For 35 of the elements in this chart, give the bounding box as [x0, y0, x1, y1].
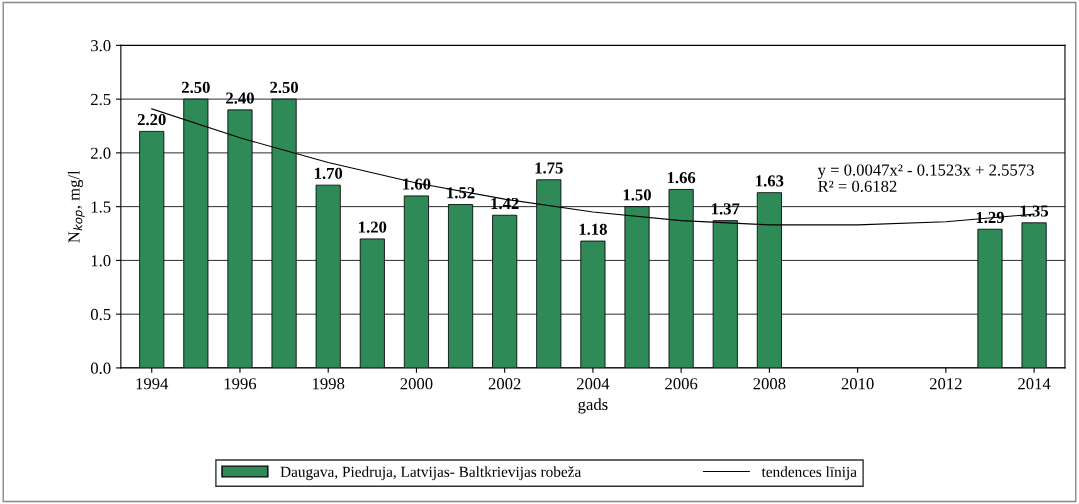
y-tick-label: 0.0 [90, 362, 111, 374]
x-tick-label: 2014 [1018, 378, 1051, 390]
y-tick-label: 2.0 [91, 147, 111, 159]
data-label: 1.50 [623, 189, 651, 201]
x-tick-label: 2004 [576, 378, 610, 390]
x-tick-label: 2002 [488, 378, 521, 390]
x-tick-label: 1996 [224, 378, 257, 390]
data-label: 2.40 [226, 92, 254, 104]
y-tick-label: 1.5 [91, 201, 111, 213]
x-tick-label: 1998 [313, 378, 345, 390]
annotation: y = 0.0047x² - 0.1523x + 2.5573 R² = 0.6182 [817, 164, 1034, 193]
y-tick-label: 3.0 [91, 40, 111, 52]
data-label: 1.63 [756, 175, 784, 187]
y-tick-label: 2.5 [91, 93, 111, 106]
data-label: 2.50 [270, 81, 299, 94]
x-tick-label: 2000 [400, 378, 433, 390]
y-axis-title: N$_{kop}$, mg/l [67, 170, 85, 243]
data-label: 1.66 [667, 172, 696, 184]
data-label: 1.75 [535, 162, 563, 174]
y-tick-label: 1.0 [91, 255, 111, 267]
legend-label: Daugava, Piedruja, Latvijas- Baltkrievijas robeža [280, 466, 582, 481]
legend-label: tendences līnija [761, 466, 857, 481]
x-tick-label: 2006 [665, 378, 698, 390]
data-label: 2.50 [181, 81, 210, 94]
x-tick-label: 2008 [753, 378, 786, 390]
x-axis-title: gads [578, 398, 608, 414]
data-label: 1.35 [1020, 205, 1049, 217]
data-label: 2.20 [137, 113, 166, 126]
data-label: 1.20 [359, 221, 387, 233]
data-label: 1.18 [579, 223, 607, 235]
data-label: 1.70 [314, 167, 343, 180]
x-tick-label: 2010 [841, 378, 874, 390]
x-tick-label: 1994 [136, 378, 169, 390]
y-tick-label: 0.5 [90, 308, 111, 321]
x-tick-label: 2012 [929, 378, 962, 390]
